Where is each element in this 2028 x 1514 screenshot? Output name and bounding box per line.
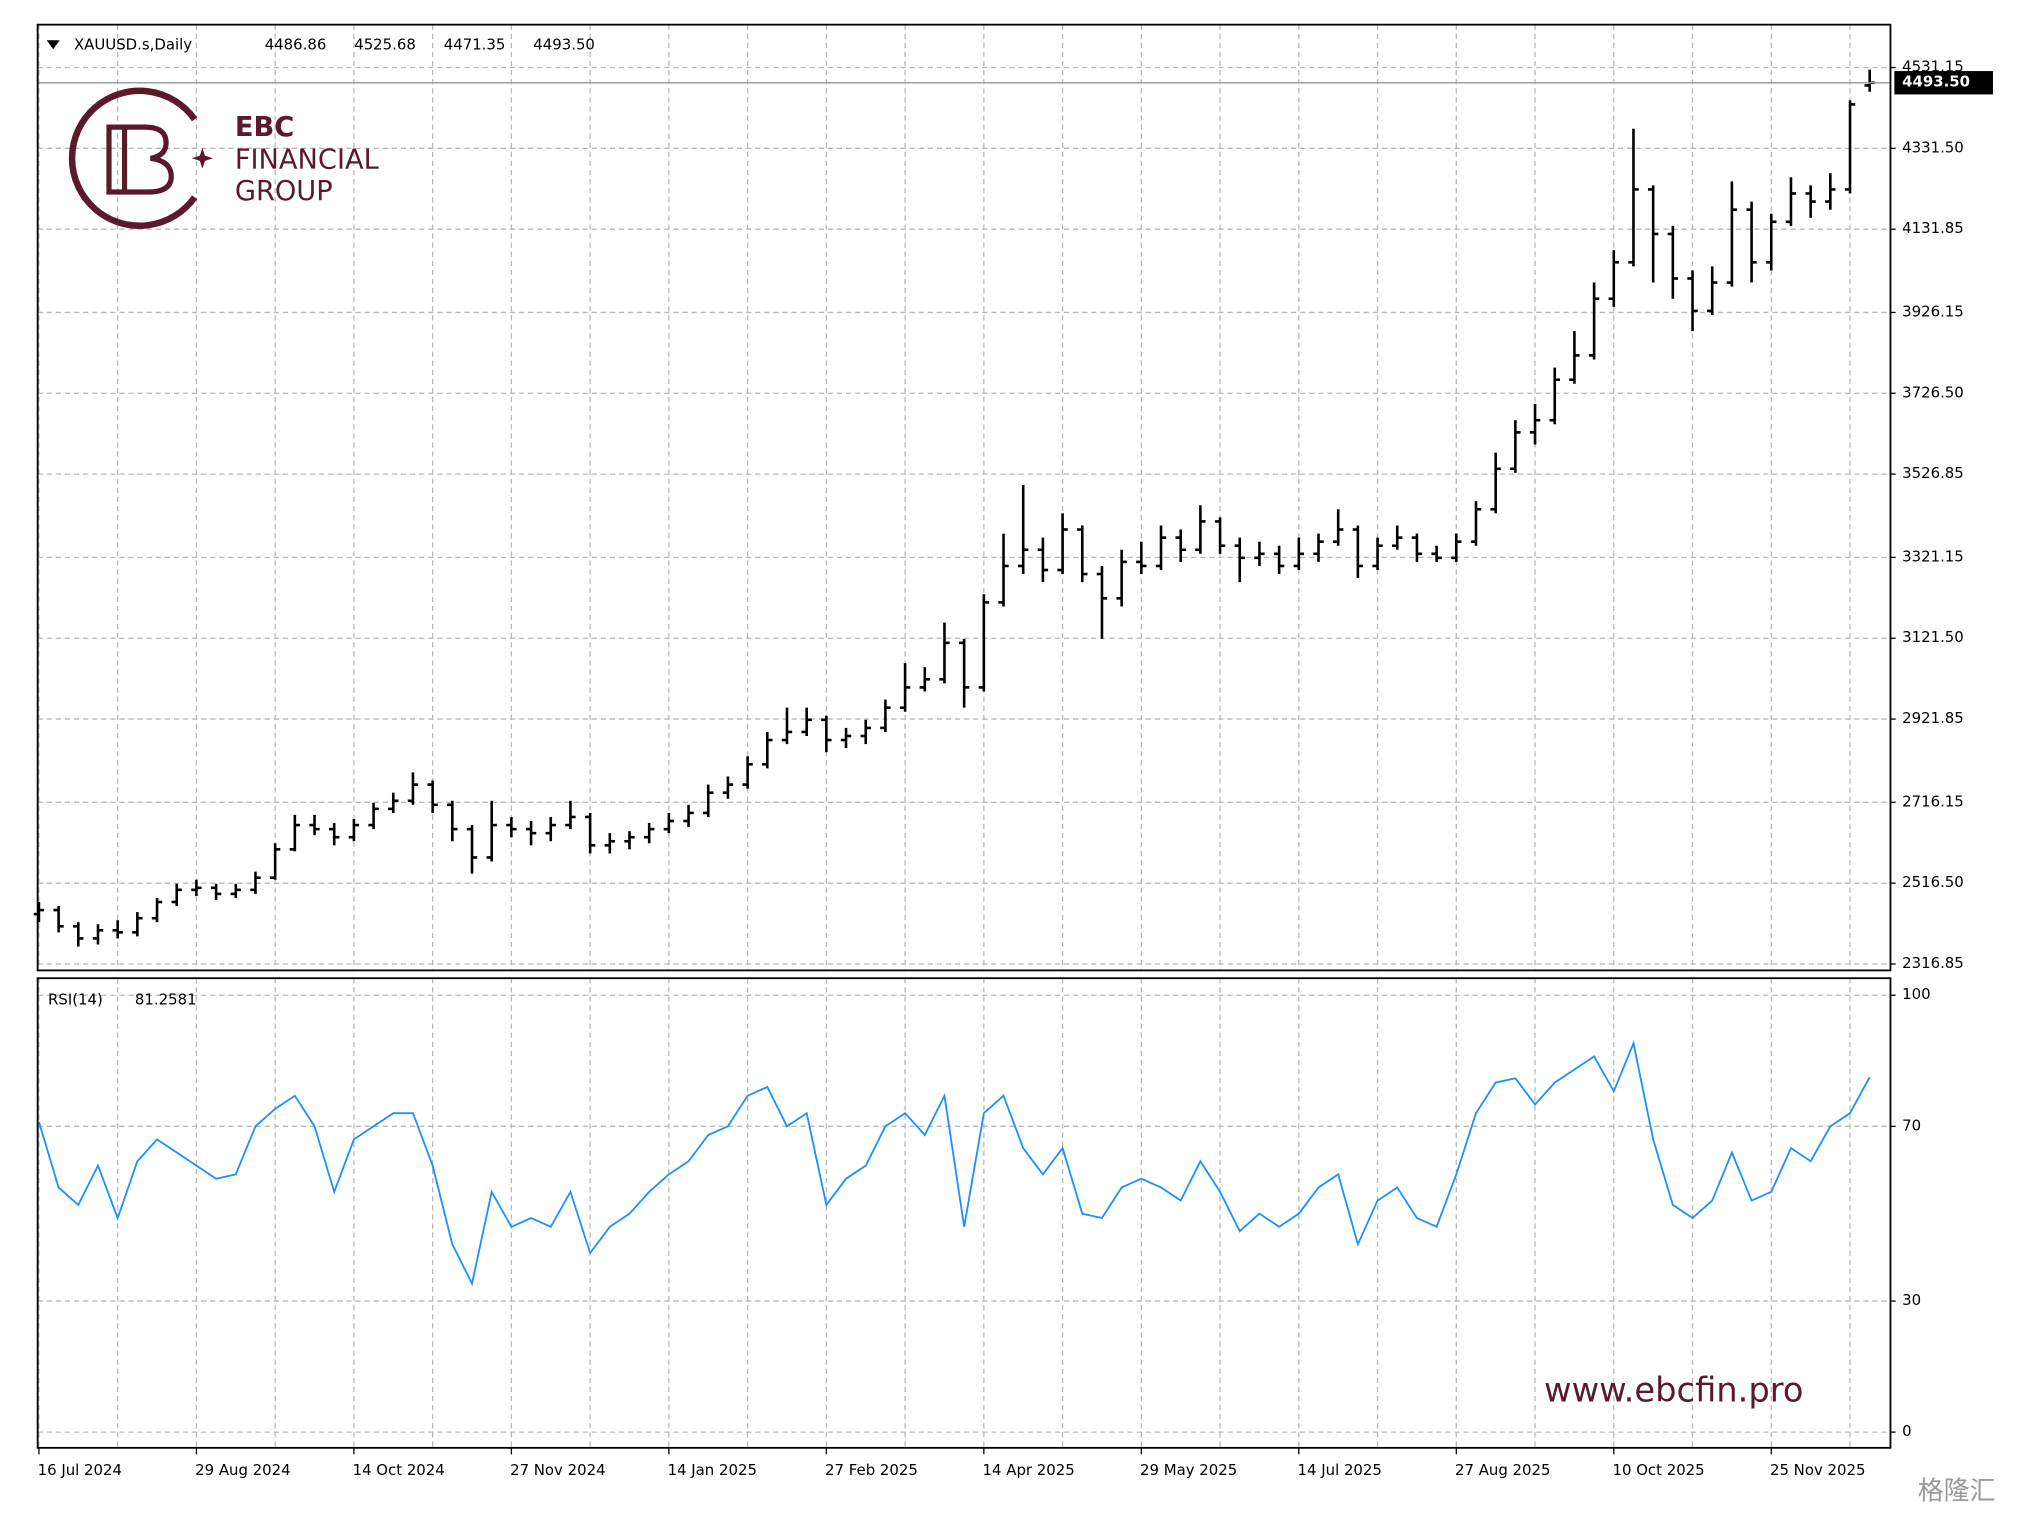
header-open: 4486.86	[265, 35, 327, 53]
y-tick-label: 4131.85	[1902, 219, 1964, 237]
website: www.ebcfin.pro	[1544, 1371, 1804, 1410]
y-tick-label: 4331.50	[1902, 138, 1964, 156]
rsi-name: RSI(14)	[48, 990, 103, 1008]
x-tick-label: 14 Oct 2024	[353, 1461, 445, 1479]
logo-mark	[106, 124, 174, 195]
y-tick-label: 30	[1902, 1291, 1921, 1309]
y-tick-label: 0	[1902, 1422, 1911, 1440]
x-tick-label: 27 Aug 2025	[1455, 1461, 1551, 1479]
x-tick-label: 14 Jul 2025	[1298, 1461, 1382, 1479]
logo-star	[192, 147, 213, 169]
y-tick-label: 2921.85	[1902, 709, 1964, 727]
x-tick-label: 16 Jul 2024	[38, 1461, 122, 1479]
x-tick-label: 25 Nov 2025	[1770, 1461, 1865, 1479]
rsi-line	[38, 1040, 1871, 1287]
x-tick-label: 14 Jan 2025	[668, 1461, 757, 1479]
y-tick-label: 3526.85	[1902, 464, 1964, 482]
logo-ring	[68, 87, 198, 229]
corner-mark: 格隆汇	[1918, 1476, 1996, 1506]
y-tick-label: 3926.15	[1902, 302, 1964, 320]
price-panel-frame	[36, 23, 1892, 972]
price-label: 4493.50	[1902, 73, 1970, 91]
y-tick-label: 2516.50	[1902, 873, 1964, 891]
y-tick-label: 2316.85	[1902, 954, 1964, 972]
logo: EBC FINANCIAL GROUP	[68, 87, 380, 229]
x-tick-label: 27 Nov 2024	[510, 1461, 605, 1479]
header-low: 4471.35	[444, 35, 506, 53]
x-tick-label: 10 Oct 2025	[1612, 1461, 1704, 1479]
header-close: 4493.50	[533, 35, 595, 53]
y-tick-label: 3726.50	[1902, 383, 1964, 401]
rsi-panel-frame	[36, 977, 1892, 1449]
x-tick-label: 29 Aug 2024	[195, 1461, 291, 1479]
header-arrow	[46, 40, 60, 50]
grid-layer	[37, 24, 1891, 1448]
y-tick-label: 3321.15	[1902, 547, 1964, 565]
chart-title: XAUUSD.s,Daily	[74, 35, 192, 53]
logo-text: EBC	[235, 112, 294, 143]
logo-text: FINANCIAL	[235, 145, 380, 176]
y-tick-label: 2716.15	[1902, 792, 1964, 810]
marks: 16 Jul 2024 29 Aug 2024 14 Oct 2024 27 Nov …	[33, 58, 1993, 1479]
price-label-box	[1894, 71, 1993, 95]
y-tick-label: 70	[1902, 1116, 1921, 1134]
y-tick-label: 3121.50	[1902, 628, 1964, 646]
rsi-last: 81.2581	[135, 990, 197, 1008]
x-tick-label: 27 Feb 2025	[825, 1461, 918, 1479]
header-high: 4525.68	[354, 35, 416, 53]
y-tick-label: 4531.15	[1902, 58, 1964, 76]
x-tick-label: 29 May 2025	[1140, 1461, 1237, 1479]
logo-text: GROUP	[235, 176, 333, 207]
x-tick-label: 14 Apr 2025	[983, 1461, 1075, 1479]
y-tick-label: 100	[1902, 985, 1930, 1003]
